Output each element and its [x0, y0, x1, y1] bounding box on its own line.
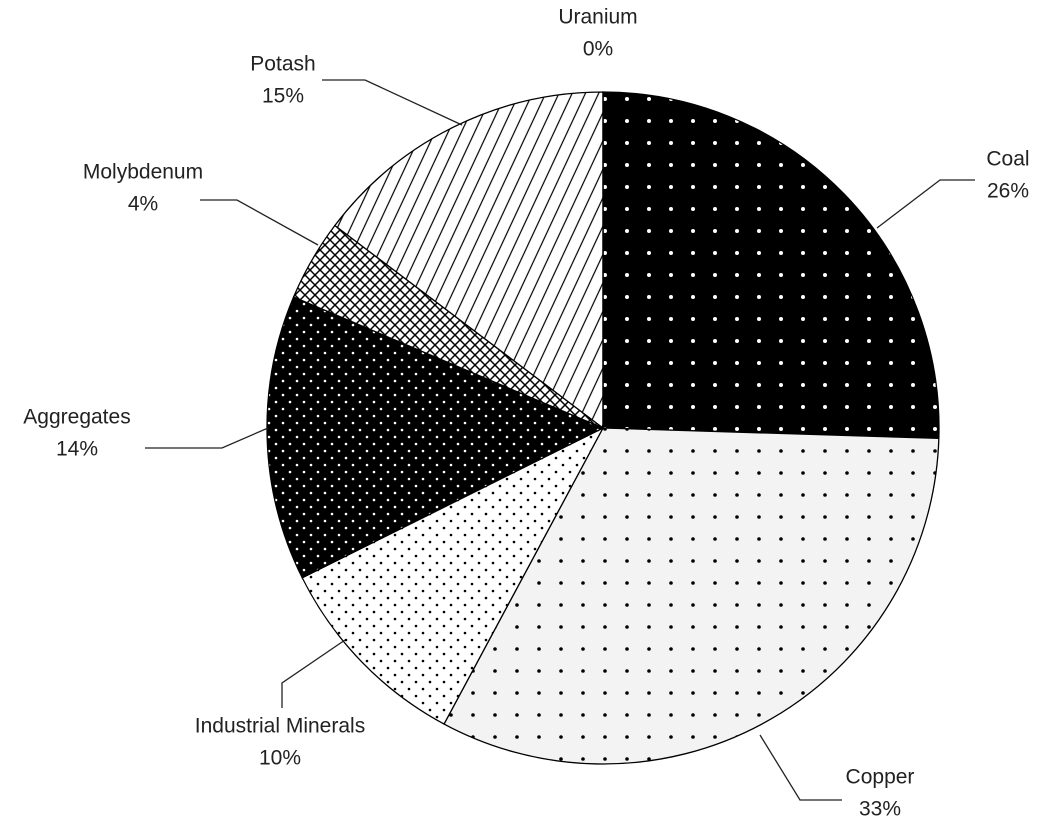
pie-slice: [602, 91, 940, 440]
leader-line: [281, 639, 346, 708]
pie-slice: [266, 296, 605, 579]
leader-line: [759, 734, 842, 801]
slice-value-label: 4%: [128, 193, 158, 216]
leader-line: [322, 79, 463, 126]
slice-value-label: 0%: [583, 38, 613, 61]
slice-value-label: 15%: [262, 85, 304, 108]
slice-label: Copper: [846, 766, 915, 789]
pie-slice: [301, 426, 605, 725]
slice-value-label: 26%: [987, 180, 1029, 203]
slice-label: Industrial Minerals: [195, 715, 365, 738]
slice-label: Coal: [986, 148, 1029, 171]
leader-line: [876, 179, 975, 229]
slice-value-label: 33%: [859, 798, 901, 821]
slice-label: Molybdenum: [83, 161, 203, 184]
slice-label: Uranium: [558, 6, 637, 29]
slice-label: Aggregates: [23, 406, 130, 429]
slice-value-label: 10%: [259, 747, 301, 770]
leader-line: [200, 199, 319, 246]
pie-slice: [333, 91, 604, 430]
pie-slice: [443, 427, 940, 765]
slice-value-label: 14%: [56, 438, 98, 461]
slice-label: Potash: [250, 53, 315, 76]
leader-line: [145, 427, 269, 449]
